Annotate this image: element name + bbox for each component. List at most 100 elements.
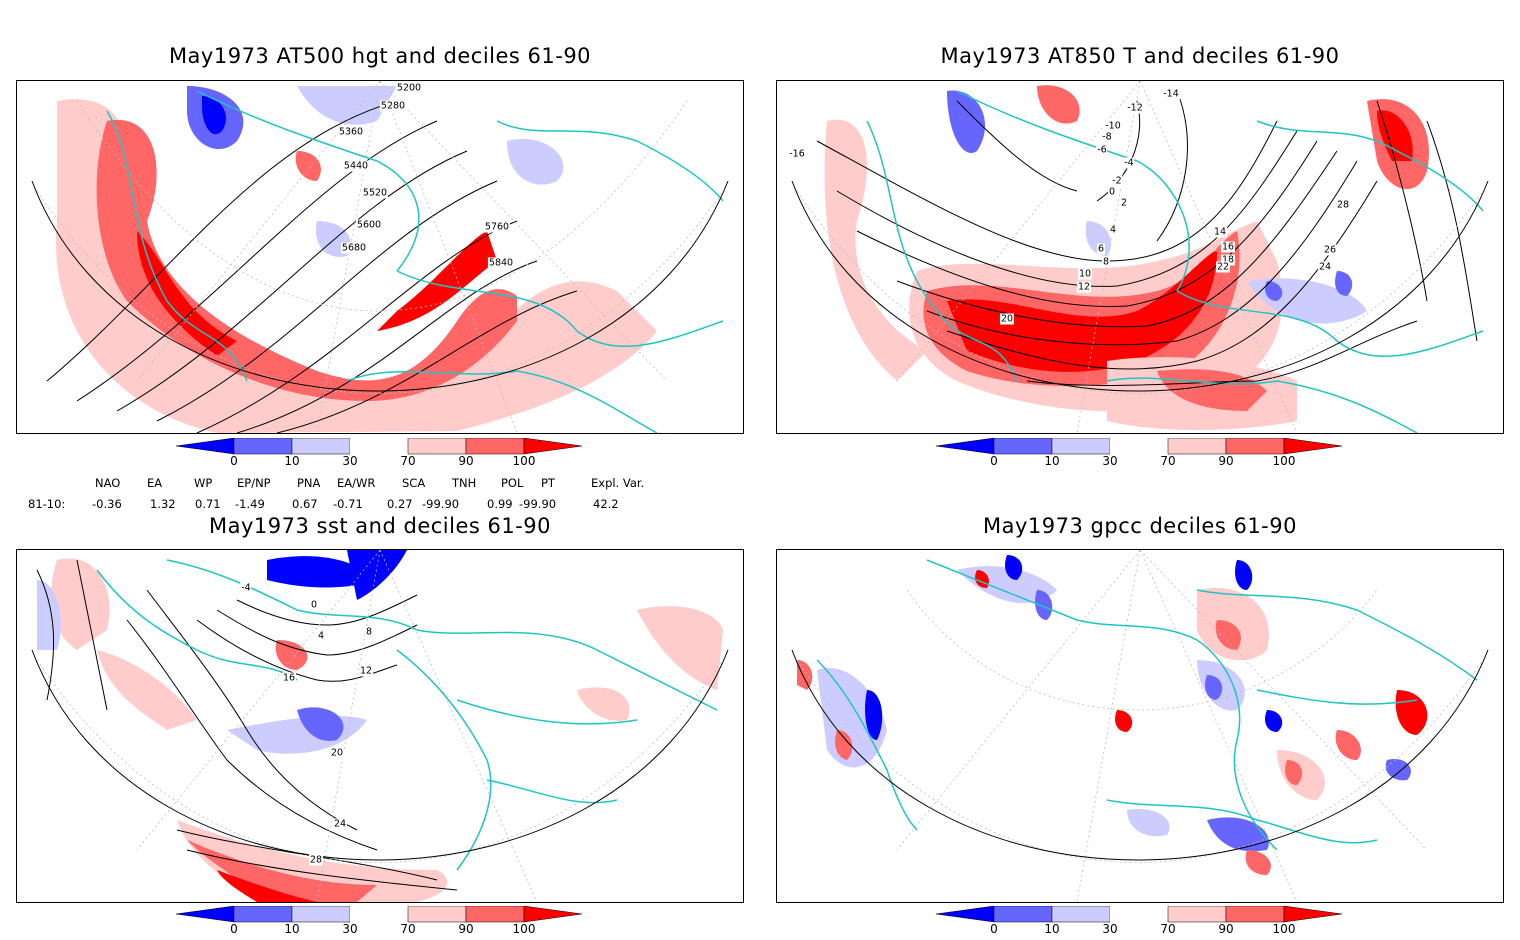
colorbar-tick-label: 90	[1218, 922, 1234, 936]
colorbar-sst: 0 10 30 70 90 100	[176, 906, 596, 940]
contour-label: -10	[1104, 120, 1122, 132]
colorbar-tick-label: 90	[458, 922, 474, 936]
map-boundary	[31, 180, 729, 392]
map-t850	[791, 81, 1489, 433]
panel-title-hgt500: May1973 AT500 hgt and deciles 61-90	[168, 44, 592, 68]
contour-label: 5200	[395, 82, 423, 94]
contour-label: 2	[1119, 197, 1129, 209]
contour-label: 22	[1215, 261, 1231, 273]
index-header: EA	[147, 476, 163, 490]
colorbar-tick-label: 100	[1272, 454, 1296, 468]
colorbar-tick-label: 10	[284, 454, 300, 468]
contour-label: 10	[1077, 268, 1093, 280]
index-header: WP	[194, 476, 213, 490]
colorbar-tick-label: 30	[342, 922, 358, 936]
contour-label: -12	[1126, 102, 1144, 114]
index-value: -99.90	[422, 497, 460, 511]
index-row-label: 81-10:	[28, 497, 66, 511]
index-header: NAO	[95, 476, 121, 490]
colorbar-tick-label: 10	[1044, 922, 1060, 936]
contour-label: 4	[1108, 224, 1118, 236]
colorbar-tick-label: 0	[990, 454, 998, 468]
colorbar-tick-label: 70	[400, 922, 416, 936]
colorbar-swatches	[176, 906, 583, 923]
map-boundary	[791, 180, 1489, 392]
map-sst	[31, 550, 729, 902]
colorbar-tick-label: 30	[1102, 922, 1118, 936]
coastlines	[866, 90, 1484, 433]
index-value: 0.27	[387, 497, 413, 511]
colorbar-swatches	[936, 438, 1343, 455]
colorbar-tick-label: 90	[458, 454, 474, 468]
lat-lon-grid	[36, 81, 724, 433]
index-value: 0.67	[292, 497, 318, 511]
contour-label: -4	[240, 582, 252, 594]
contour-label: 4	[316, 630, 326, 642]
contour-label: 20	[329, 747, 345, 759]
contour-label: 24	[1317, 261, 1333, 273]
lat-lon-grid	[796, 550, 1484, 902]
colorbar-swatches	[936, 906, 1343, 923]
contour-label: 28	[1335, 199, 1351, 211]
colorbar-tick-label: 70	[1160, 454, 1176, 468]
coastlines	[106, 90, 724, 433]
decile-shading	[37, 550, 723, 902]
index-header: TNH	[452, 476, 477, 490]
map-panel-t850: -16 -14 -12 -10 -8 -6 -4 -2 0 2 4 6 8 10…	[776, 80, 1504, 434]
map-gpcc	[791, 550, 1489, 902]
contour-label: 28	[308, 854, 324, 866]
contour-label: -8	[1101, 131, 1113, 143]
contour-label: 5440	[342, 160, 370, 172]
contour-label: -4	[1123, 157, 1135, 169]
contour-label: 12	[358, 665, 374, 677]
index-header: Expl. Var.	[591, 476, 645, 490]
contour-label: 5360	[337, 126, 365, 138]
colorbar-tick-label: 100	[512, 454, 536, 468]
index-header: SCA	[402, 476, 426, 490]
contour-label: 5280	[379, 100, 407, 112]
colorbar-tick-label: 70	[1160, 922, 1176, 936]
panel-title-gpcc: May1973 gpcc deciles 61-90	[983, 514, 1297, 538]
contour-label: 14	[1212, 226, 1228, 238]
colorbar-hgt500: 0 10 30 70 90 100	[176, 438, 596, 472]
colorbar-tick-label: 100	[512, 922, 536, 936]
contour-label: 0	[309, 599, 319, 611]
index-value: 42.2	[593, 497, 619, 511]
index-value: 0.71	[195, 497, 221, 511]
index-header: EA/WR	[337, 476, 376, 490]
contour-label: 20	[999, 313, 1015, 325]
contour-label: 5600	[355, 219, 383, 231]
index-value: -0.71	[333, 497, 363, 511]
contour-label: 5760	[483, 221, 511, 233]
lat-lon-grid	[796, 81, 1484, 433]
lat-lon-grid	[36, 550, 724, 902]
index-value: 1.32	[150, 497, 176, 511]
contour-label: 5520	[361, 187, 389, 199]
index-header: EP/NP	[237, 476, 271, 490]
contour-label: 6	[1096, 243, 1106, 255]
index-value: -0.36	[92, 497, 122, 511]
map-boundary	[31, 649, 729, 861]
index-value: 0.99	[487, 497, 513, 511]
index-header: PNA	[297, 476, 321, 490]
panel-title-t850: May1973 AT850 T and deciles 61-90	[940, 44, 1340, 68]
colorbar-swatches	[176, 438, 583, 455]
colorbar-tick-label: 90	[1218, 454, 1234, 468]
decile-shading	[797, 555, 1428, 875]
contour-label: 24	[332, 818, 348, 830]
map-panel-hgt500: 5200 5280 5360 5440 5520 5600 5680 5760 …	[16, 80, 744, 434]
contour-label: 0	[1107, 186, 1117, 198]
contour-label: 5680	[340, 242, 368, 254]
contour-label: 5840	[487, 257, 515, 269]
map-panel-sst: -4 0 4 8 12 16 20 24 28	[16, 549, 744, 903]
colorbar-tick-label: 100	[1272, 922, 1296, 936]
contour-label: 12	[1076, 281, 1092, 293]
panel-title-sst: May1973 sst and deciles 61-90	[208, 514, 552, 538]
map-hgt500	[31, 81, 729, 433]
colorbar-gpcc: 0 10 30 70 90 100	[936, 906, 1356, 940]
contour-label: -6	[1096, 144, 1108, 156]
colorbar-tick-label: 10	[1044, 454, 1060, 468]
height-contours	[46, 100, 578, 433]
coastlines	[816, 559, 1478, 851]
colorbar-tick-label: 30	[342, 454, 358, 468]
